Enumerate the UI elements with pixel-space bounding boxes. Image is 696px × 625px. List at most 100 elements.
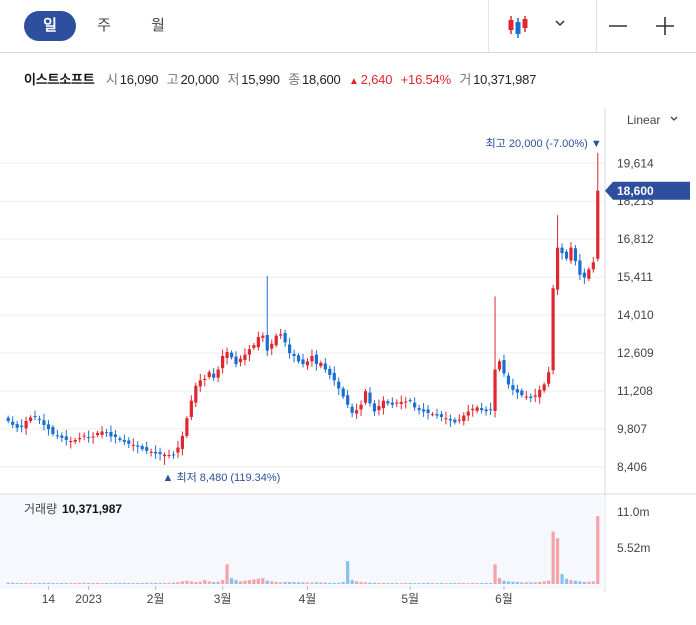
volume-bar bbox=[225, 564, 229, 584]
candle-body bbox=[113, 434, 118, 437]
volume-bar bbox=[91, 583, 95, 584]
volume-bar bbox=[265, 580, 269, 584]
volume-bar bbox=[189, 581, 193, 584]
candle-body bbox=[395, 402, 399, 404]
volume-bar bbox=[408, 583, 412, 584]
chevron-down-icon bbox=[670, 116, 678, 121]
volume-bar bbox=[314, 582, 318, 584]
volume-bar bbox=[573, 580, 578, 584]
volume-bar bbox=[502, 580, 506, 584]
volume-bar bbox=[413, 583, 417, 584]
candle-body bbox=[60, 435, 64, 438]
candle-body bbox=[408, 400, 412, 402]
candle-body bbox=[176, 447, 180, 453]
candle-body bbox=[247, 349, 252, 355]
volume-bar bbox=[69, 582, 73, 584]
candle-body bbox=[288, 344, 292, 354]
candle-body bbox=[529, 396, 533, 398]
volume-axis: 11.0m 5.52m bbox=[617, 505, 650, 555]
candle-body bbox=[448, 418, 452, 421]
volume-bar bbox=[310, 582, 314, 584]
top-toolbar: 일 주 월 bbox=[0, 0, 696, 53]
volume-bar bbox=[154, 582, 158, 584]
volume-bar bbox=[587, 581, 591, 584]
volume-bar bbox=[78, 582, 82, 584]
volume-bar bbox=[296, 582, 301, 584]
candle-body bbox=[243, 354, 247, 361]
volume-bar bbox=[511, 581, 515, 584]
quote-summary: 이스트소프트 시 16,090 고 20,000 저 15,990 종 18,600 ▲… bbox=[24, 69, 541, 88]
candle-body bbox=[457, 419, 461, 421]
volume-bar bbox=[421, 583, 426, 584]
current-price-badge bbox=[605, 181, 690, 200]
candle-body bbox=[453, 419, 457, 423]
candle-body bbox=[145, 447, 149, 451]
volume-bar bbox=[145, 582, 149, 584]
volume-bar bbox=[399, 583, 403, 584]
y-tick-label: 12,609 bbox=[617, 346, 654, 360]
volume-bar bbox=[328, 582, 332, 584]
volume-bar bbox=[395, 582, 399, 584]
candle-body bbox=[363, 391, 368, 403]
volume-bar bbox=[332, 582, 336, 584]
volume-tick-label: 11.0m bbox=[617, 505, 649, 519]
volume-bar bbox=[274, 582, 278, 584]
stock-name: 이스트소프트 bbox=[24, 72, 95, 87]
candlestick-icon[interactable] bbox=[505, 12, 533, 40]
candle-body bbox=[154, 451, 158, 454]
tab-month[interactable]: 월 bbox=[151, 17, 165, 34]
volume-bar bbox=[350, 580, 354, 584]
volume-bar bbox=[337, 582, 341, 584]
change-value: 2,640 bbox=[360, 72, 393, 87]
candle-body bbox=[319, 362, 323, 367]
candle-body bbox=[475, 407, 479, 411]
volume-panel-value: 10,371,987 bbox=[62, 502, 122, 516]
volume-bar bbox=[426, 582, 430, 584]
tab-week[interactable]: 주 bbox=[97, 17, 111, 34]
date-axis: 14 2023 2월 3월 4월 5월 6월 bbox=[42, 586, 513, 606]
candle-body bbox=[198, 380, 202, 387]
volume-bar bbox=[520, 582, 524, 584]
candle-body bbox=[180, 435, 185, 449]
candle-body bbox=[386, 401, 390, 404]
candle-body bbox=[332, 372, 336, 381]
volume-bar bbox=[194, 582, 198, 584]
volume-bar bbox=[386, 583, 390, 584]
volume-bar bbox=[390, 583, 394, 584]
minus-icon[interactable] bbox=[605, 12, 633, 40]
tab-day[interactable]: 일 bbox=[24, 11, 76, 41]
candle-body bbox=[261, 335, 265, 338]
y-tick-label: 16,812 bbox=[617, 232, 654, 246]
candle-body bbox=[136, 445, 140, 447]
volume-bar bbox=[6, 582, 10, 584]
candle-body bbox=[471, 408, 475, 411]
candle-body bbox=[109, 431, 113, 437]
candle-body bbox=[506, 375, 511, 385]
low-label: 저 bbox=[227, 72, 240, 87]
chevron-down-icon[interactable] bbox=[550, 12, 570, 40]
candle-body bbox=[314, 354, 318, 365]
volume-bar bbox=[404, 583, 408, 584]
scale-mode: Linear bbox=[627, 113, 661, 127]
change-up-icon: ▲ bbox=[348, 76, 359, 87]
volume-bar bbox=[20, 583, 24, 584]
volume-bar bbox=[207, 581, 211, 584]
candle-body bbox=[238, 358, 243, 363]
candle-body bbox=[359, 404, 363, 410]
candle-body bbox=[256, 337, 260, 348]
volume-bar bbox=[238, 581, 243, 584]
plus-icon[interactable] bbox=[652, 12, 680, 40]
scale-selector[interactable]: Linear bbox=[627, 113, 680, 127]
volume-bar bbox=[109, 583, 113, 584]
volume-bar bbox=[46, 582, 51, 584]
candle-body bbox=[341, 388, 345, 397]
volume-bar bbox=[176, 582, 180, 584]
candle-body bbox=[435, 414, 439, 416]
candle-body bbox=[234, 356, 238, 365]
candle-body bbox=[439, 414, 444, 417]
volume-bar bbox=[185, 580, 189, 584]
volume-bar bbox=[430, 583, 435, 584]
candle-body bbox=[421, 409, 426, 412]
candle-body bbox=[524, 396, 528, 398]
